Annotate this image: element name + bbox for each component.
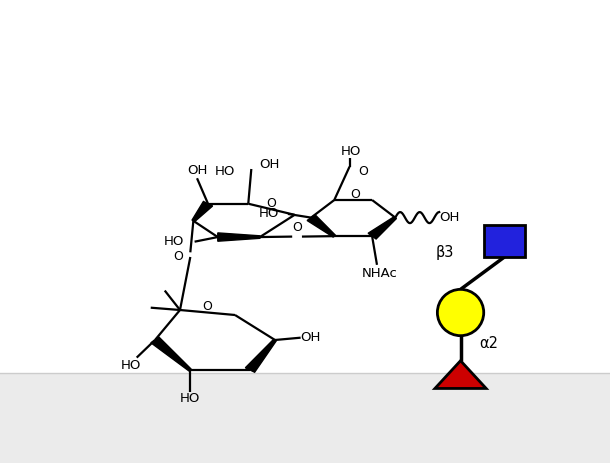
Text: OH: OH	[187, 164, 207, 177]
Polygon shape	[435, 361, 486, 388]
Bar	[0, 0, 610, 373]
Polygon shape	[218, 233, 260, 241]
Polygon shape	[307, 215, 336, 237]
Ellipse shape	[437, 289, 484, 336]
Text: HO: HO	[215, 165, 235, 178]
Text: OH: OH	[300, 331, 321, 344]
Text: O: O	[173, 250, 183, 263]
Polygon shape	[192, 201, 213, 221]
Bar	[0, 373, 610, 463]
Text: HO: HO	[259, 207, 279, 220]
Text: O: O	[351, 188, 361, 201]
Text: OH: OH	[439, 211, 459, 224]
Text: O: O	[203, 300, 212, 313]
Text: O: O	[292, 221, 302, 234]
Text: β3: β3	[436, 245, 454, 260]
Bar	[0, 0, 610, 373]
Text: α2: α2	[479, 336, 498, 351]
Polygon shape	[368, 217, 396, 239]
Text: HO: HO	[120, 359, 141, 372]
Text: O: O	[358, 165, 368, 178]
Text: O: O	[267, 197, 276, 210]
Polygon shape	[245, 339, 276, 372]
Text: HO: HO	[340, 145, 361, 158]
Text: OH: OH	[259, 158, 280, 171]
Polygon shape	[151, 337, 191, 371]
Text: HO: HO	[164, 235, 184, 248]
Text: HO: HO	[180, 392, 200, 405]
Text: NHAc: NHAc	[362, 267, 397, 280]
Bar	[484, 225, 525, 257]
